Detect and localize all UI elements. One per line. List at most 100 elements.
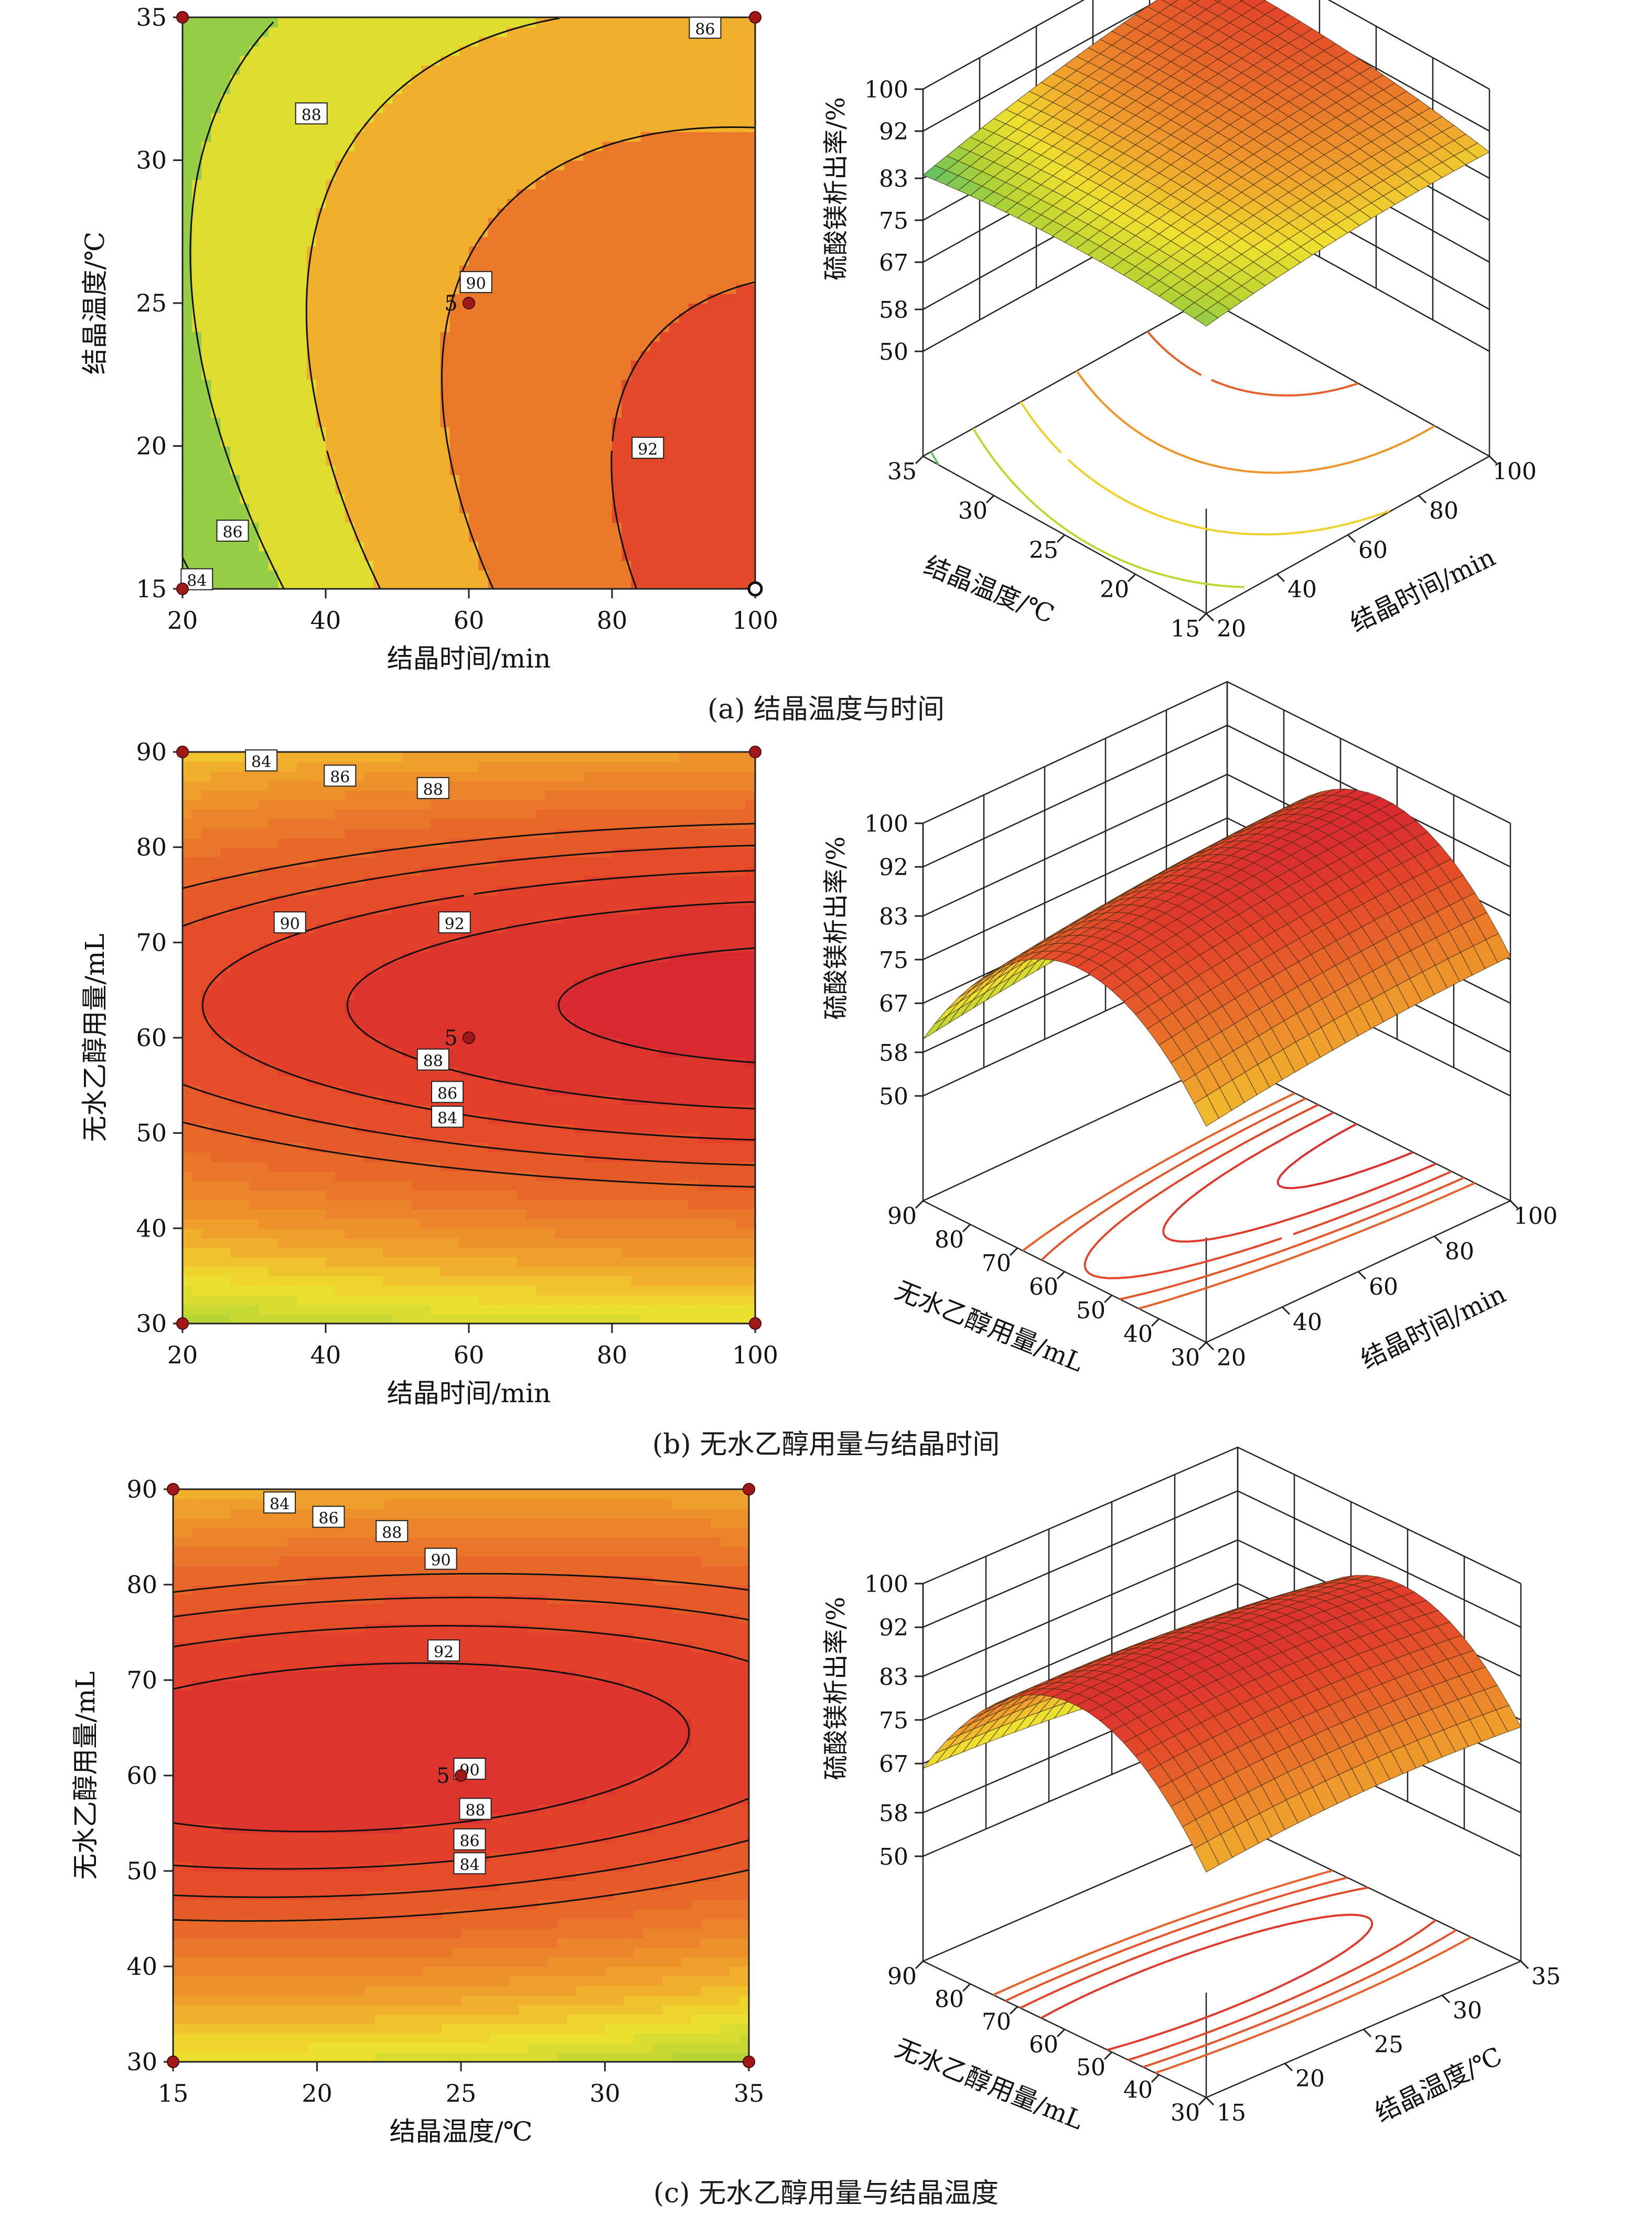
- y-tick-label: 80: [136, 833, 167, 862]
- right-axis-tick: [1277, 574, 1284, 582]
- right-axis-tick-label: 20: [1217, 616, 1246, 642]
- base-contour-92: [1278, 1124, 1413, 1188]
- left-axis-tick-label: 70: [982, 2009, 1011, 2036]
- y-tick-label: 70: [136, 928, 167, 956]
- left-axis-tick-label: 60: [1029, 2031, 1058, 2058]
- contour-label: 84: [251, 753, 271, 771]
- left-axis-tick-label: 80: [935, 1986, 964, 2013]
- y-tick-label: 50: [136, 1119, 167, 1147]
- x-tick-label: 100: [732, 606, 778, 634]
- surface-plot-c: 505867758392100硫酸镁析出率/%90807060504030无水乙…: [821, 1447, 1561, 2136]
- base-contour-90: [1163, 1113, 1436, 1242]
- x-axis-label: 结晶时间/min: [387, 1378, 551, 1408]
- left-axis-tick-label: 35: [887, 458, 917, 485]
- x-tick-label: 15: [158, 2079, 189, 2107]
- contour-label: 88: [423, 1052, 443, 1071]
- base-contour-84: [1023, 1093, 1475, 1309]
- design-point: [743, 2056, 755, 2068]
- caption-a: (a) 结晶温度与时间: [0, 687, 1652, 726]
- x-tick-label: 20: [167, 1341, 198, 1369]
- z-tick-label: 50: [879, 1844, 908, 1870]
- left-axis-tick: [1057, 535, 1065, 542]
- right-axis-tick: [1206, 2097, 1214, 2105]
- y-tick-label: 25: [136, 289, 167, 317]
- z-axis-label: 硫酸镁析出率/%: [821, 97, 851, 281]
- contour-label: 92: [638, 440, 658, 459]
- z-tick-label: 50: [879, 339, 908, 365]
- right-axis-tick: [1521, 1961, 1528, 1968]
- contour-label: 84: [187, 572, 207, 590]
- center-point: [455, 1770, 467, 1781]
- z-tick-label: 83: [879, 166, 908, 192]
- y-tick-label: 60: [136, 1024, 167, 1052]
- left-axis-tick-label: 50: [1076, 2054, 1106, 2081]
- right-axis-tick: [1348, 535, 1355, 542]
- right-axis-tick: [1434, 1236, 1442, 1244]
- right-axis-tick-label: 40: [1293, 1309, 1322, 1336]
- y-tick-label: 15: [136, 575, 167, 603]
- contour-label: 88: [465, 1802, 485, 1820]
- y-axis-label: 结晶温度/℃: [80, 232, 110, 375]
- contour-label: 92: [434, 1643, 454, 1661]
- z-tick-label: 58: [879, 1040, 908, 1067]
- z-tick-label: 58: [879, 297, 908, 324]
- z-tick-label: 100: [864, 811, 908, 837]
- right-axis-tick: [1206, 1342, 1214, 1350]
- left-axis-tick-label: 70: [982, 1250, 1011, 1277]
- contour-label: 88: [302, 106, 321, 124]
- y-tick-label: 80: [126, 1570, 157, 1599]
- right-axis-tick: [1206, 614, 1214, 621]
- right-axis-tick-label: 15: [1217, 2100, 1246, 2126]
- left-axis-tick-label: 40: [1123, 1321, 1153, 1348]
- x-tick-label: 30: [589, 2079, 620, 2107]
- left-axis-tick-label: 25: [1029, 537, 1058, 564]
- right-axis-tick-label: 40: [1288, 576, 1317, 603]
- left-axis-tick: [1057, 1272, 1065, 1279]
- y-tick-label: 30: [136, 1309, 167, 1338]
- z-tick-label: 67: [879, 991, 908, 1017]
- left-axis-tick: [1104, 1295, 1112, 1303]
- design-point: [177, 1318, 188, 1329]
- contour-label: 90: [466, 275, 486, 293]
- y-tick-label: 50: [126, 1857, 157, 1885]
- right-axis-tick-label: 35: [1531, 1963, 1561, 1990]
- x-tick-label: 80: [597, 606, 628, 634]
- z-tick-label: 67: [879, 250, 908, 276]
- left-axis-tick-label: 30: [1171, 1344, 1200, 1371]
- design-point: [177, 583, 188, 595]
- right-axis-tick: [1282, 1307, 1290, 1315]
- y-tick-label: 20: [136, 432, 167, 460]
- y-tick-label: 60: [126, 1761, 157, 1790]
- contour-label: 86: [330, 768, 350, 787]
- z-tick-label: 100: [864, 1571, 908, 1598]
- left-axis-tick-label: 40: [1123, 2077, 1153, 2104]
- left-axis-tick: [986, 496, 994, 503]
- design-point: [743, 1483, 755, 1495]
- y-tick-label: 40: [136, 1214, 167, 1242]
- base-contours: [1023, 1093, 1475, 1309]
- y-tick-label: 70: [126, 1666, 157, 1694]
- contour-label: 86: [459, 1832, 479, 1851]
- base-contour-86: [973, 428, 1245, 587]
- left-axis-tick: [963, 1984, 970, 1991]
- surface-plot-b: 505867758392100硫酸镁析出率/%90807060504030无水乙…: [821, 682, 1558, 1378]
- right-axis-tick-label: 20: [1217, 1344, 1246, 1371]
- contour-label: 84: [437, 1110, 457, 1128]
- z-tick-label: 75: [879, 1707, 908, 1734]
- y-tick-label: 90: [126, 1475, 157, 1503]
- left-axis-tick: [1199, 1342, 1206, 1350]
- left-axis-tick-label: 20: [1100, 576, 1129, 603]
- contour-label: 84: [270, 1495, 289, 1513]
- z-tick-label: 92: [879, 119, 908, 145]
- left-axis-tick: [1152, 1319, 1159, 1326]
- design-point: [167, 2056, 179, 2068]
- left-axis-tick: [1128, 574, 1135, 582]
- z-tick-label: 100: [864, 77, 908, 103]
- x-tick-label: 25: [446, 2079, 477, 2107]
- right-axis-tick-label: 60: [1369, 1274, 1398, 1300]
- contour-label: 86: [222, 523, 242, 542]
